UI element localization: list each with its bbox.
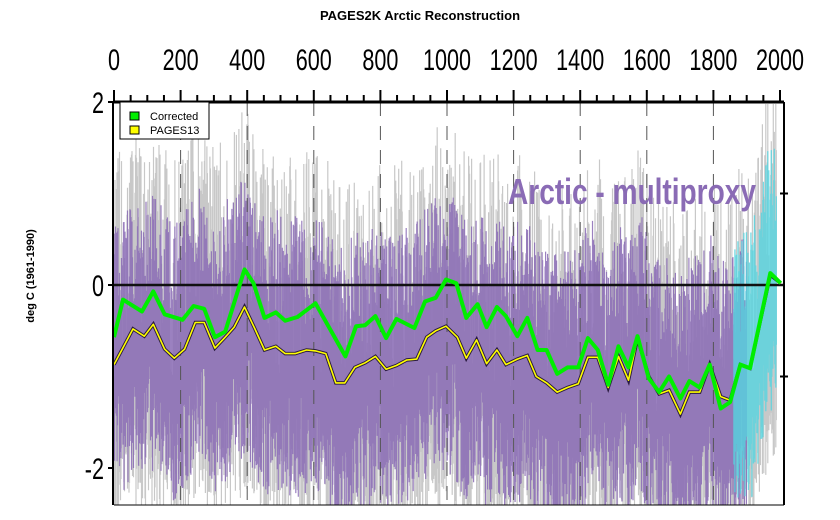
legend-label-corrected: Corrected xyxy=(150,111,198,123)
x-tick-label-1400: 1400 xyxy=(556,42,604,76)
annotation-arctic-multiproxy: Arctic - multiproxy xyxy=(508,172,756,212)
chart-title: PAGES2K Arctic Reconstruction xyxy=(320,8,520,23)
x-tick-label-1200: 1200 xyxy=(490,42,538,76)
legend-swatch-corrected xyxy=(129,111,140,121)
x-tick-label-0: 0 xyxy=(108,42,120,76)
x-tick-label-1600: 1600 xyxy=(623,42,671,76)
y-tick-label--2: -2 xyxy=(85,451,104,485)
x-tick-label-800: 800 xyxy=(362,42,398,76)
y-tick-label-2: 2 xyxy=(92,85,104,119)
x-tick-label-600: 600 xyxy=(296,42,332,76)
x-tick-label-1000: 1000 xyxy=(423,42,471,76)
x-tick-label-400: 400 xyxy=(229,42,265,76)
legend: Corrected PAGES13 xyxy=(119,101,210,140)
series-corrected-line xyxy=(112,267,783,411)
x-tick-label-2000: 2000 xyxy=(756,42,804,76)
y-tick-label-0: 0 xyxy=(92,268,104,302)
series-pages13-line xyxy=(113,274,782,415)
x-tick-label-1800: 1800 xyxy=(689,42,737,76)
legend-label-pages13: PAGES13 xyxy=(150,125,199,137)
legend-swatch-pages13 xyxy=(129,125,140,135)
x-tick-label-200: 200 xyxy=(163,42,199,76)
y-axis-label: deg C (1961-1990) xyxy=(25,229,37,323)
